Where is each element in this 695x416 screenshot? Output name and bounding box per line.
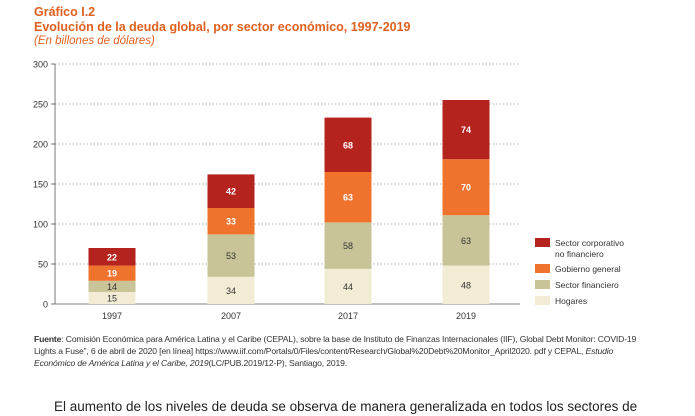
body-paragraph: El aumento de los niveles de deuda se ob…: [54, 399, 638, 414]
legend-label: no financiero: [555, 249, 604, 259]
bar-segment-corporate: [442, 100, 490, 160]
bar-segment-corporate: [88, 248, 136, 266]
source-note: Fuente: Comisión Económica para América …: [34, 333, 644, 370]
bar-segment-government: [88, 265, 136, 281]
x-tick-label: 2017: [338, 311, 358, 321]
stacked-bar-chart: 0 50 100 150 200 250 300 15 14 19 22 1997 34 53 33 42 20…: [33, 60, 624, 322]
data-label: 58: [343, 241, 353, 251]
legend-label: Sector corporativo: [555, 238, 624, 248]
legend-swatch-households: [535, 296, 550, 305]
data-label: 33: [226, 217, 236, 227]
y-tick-label: 200: [33, 140, 48, 150]
y-tick-label: 0: [43, 300, 48, 310]
data-label: 19: [107, 269, 117, 279]
data-label: 63: [343, 193, 353, 203]
y-tick-label: 50: [38, 260, 48, 270]
y-tick-label: 100: [33, 220, 48, 230]
legend-swatch-government: [535, 264, 550, 273]
y-tick-label: 150: [33, 180, 48, 190]
data-label: 15: [107, 294, 117, 304]
y-tick-label: 250: [33, 100, 48, 110]
data-label: 74: [461, 125, 471, 135]
legend-swatch-financial: [535, 280, 550, 289]
bar-segment-corporate: [207, 174, 255, 208]
source-text: : Comisión Económica para América Latina…: [34, 334, 637, 357]
data-label: 14: [107, 282, 117, 292]
bar-segment-households: [442, 265, 490, 304]
data-label: 44: [343, 282, 353, 292]
bar-segment-households: [207, 276, 255, 304]
data-label: 53: [226, 251, 236, 261]
legend-label: Sector financiero: [555, 280, 619, 290]
chart-title: Evolución de la deuda global, por sector…: [34, 20, 411, 34]
figure-label: Gráfico I.2: [34, 5, 96, 19]
chart-subtitle: (En billones de dólares): [34, 35, 155, 47]
data-label: 70: [461, 183, 471, 193]
data-label: 42: [226, 187, 236, 197]
data-label: 63: [461, 236, 471, 246]
legend-label: Gobierno general: [555, 264, 621, 274]
x-tick-label: 2007: [221, 311, 241, 321]
data-label: 48: [461, 280, 471, 290]
data-label: 68: [343, 140, 353, 150]
data-label: 34: [226, 286, 236, 296]
x-tick-label: 2019: [456, 311, 476, 321]
bar-segment-households: [88, 292, 136, 304]
bar-segment-financial: [207, 234, 255, 277]
source-italic: Estudio Económico de América Latina y el…: [34, 346, 614, 369]
data-label: 22: [107, 252, 117, 262]
bar-segment-government: [442, 159, 490, 216]
bar-segment-financial: [88, 280, 136, 292]
bar-segment-government: [324, 172, 372, 223]
legend-label: Hogares: [555, 296, 587, 306]
bar-segment-government: [207, 208, 255, 235]
bar-segment-financial: [442, 215, 490, 266]
legend-swatch-corporate: [535, 238, 550, 247]
bar-segment-corporate: [324, 117, 372, 172]
bar-segment-financial: [324, 222, 372, 269]
source-text-end: (LC/PUB.2019/12-P), Santiago, 2019.: [208, 358, 347, 369]
bar-segment-households: [324, 268, 372, 304]
x-tick-label: 1997: [102, 311, 122, 321]
y-tick-label: 300: [33, 60, 48, 70]
source-label: Fuente: [34, 334, 62, 344]
